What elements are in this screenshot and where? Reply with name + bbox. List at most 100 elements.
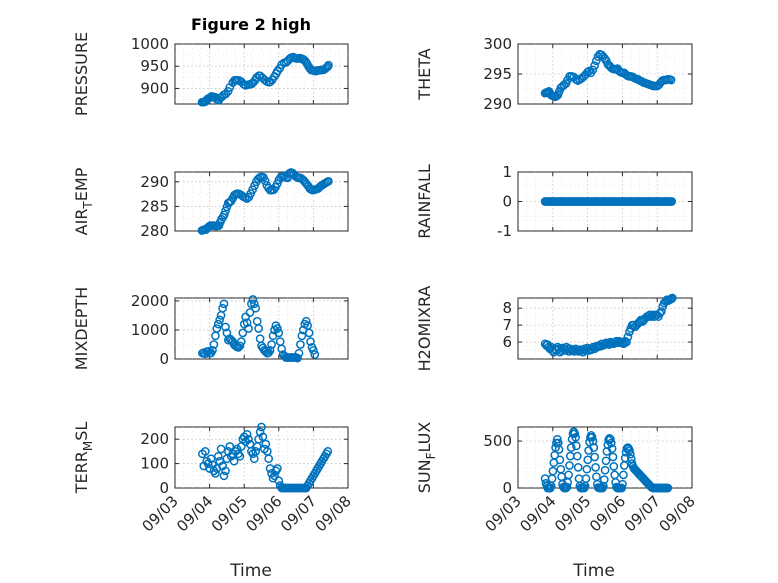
data-point xyxy=(625,446,634,455)
data-point xyxy=(609,462,619,471)
data-point xyxy=(241,312,250,322)
data-point xyxy=(564,470,573,480)
data-point xyxy=(247,299,256,309)
data-point xyxy=(274,476,284,486)
x-tick-label: 09/07 xyxy=(621,492,664,535)
data-point xyxy=(663,483,673,493)
data-point xyxy=(572,451,582,461)
data-point xyxy=(225,442,235,451)
y-tick-label: 0 xyxy=(502,193,512,211)
data-point xyxy=(297,331,307,341)
y-axis-label: TERRMSL xyxy=(72,422,95,495)
x-tick-label: 09/05 xyxy=(551,492,594,535)
y-axis-label: RAINFALL xyxy=(415,164,434,239)
data-point xyxy=(208,345,217,355)
data-point xyxy=(324,60,333,70)
y-axis-label: PRESSURE xyxy=(72,32,91,116)
data-point xyxy=(238,328,248,338)
data-point xyxy=(221,466,230,476)
y-tick-label: 285 xyxy=(140,197,169,215)
data-point xyxy=(561,483,571,493)
figure-title: Figure 2 high xyxy=(191,15,311,34)
y-axis-label: MIXDEPTH xyxy=(72,287,91,370)
data-point xyxy=(587,432,597,442)
data-point xyxy=(601,456,611,466)
y-tick-label: -1 xyxy=(497,222,512,240)
data-point xyxy=(270,471,279,481)
data-point xyxy=(581,474,591,483)
data-point xyxy=(229,456,239,466)
data-point xyxy=(244,324,253,333)
data-point xyxy=(306,337,315,346)
data-point xyxy=(573,463,583,472)
data-point xyxy=(583,67,592,77)
data-point xyxy=(324,176,333,186)
data-point xyxy=(211,469,220,478)
y-tick-label: 295 xyxy=(483,65,512,83)
data-point xyxy=(571,432,580,442)
data-point xyxy=(235,341,245,351)
x-tick-label: 09/05 xyxy=(208,492,251,535)
y-tick-label: 1000 xyxy=(131,321,169,339)
data-point xyxy=(323,447,333,456)
data-point xyxy=(617,483,627,493)
y-axis-label: SUNFLUX xyxy=(415,422,438,494)
y-tick-label: 7 xyxy=(502,316,512,334)
data-point xyxy=(622,337,631,347)
data-point xyxy=(251,447,261,456)
subplot-5: 0 1000 2000 MIXDEPTH xyxy=(72,287,349,370)
data-point xyxy=(244,434,253,444)
data-point xyxy=(209,340,219,349)
y-tick-label: 290 xyxy=(483,95,512,113)
data-point xyxy=(608,452,618,462)
data-point xyxy=(212,324,222,333)
y-tick-label: 6 xyxy=(502,333,512,351)
data-point xyxy=(582,464,592,474)
data-point xyxy=(562,482,572,492)
data-point xyxy=(293,353,302,363)
y-tick-label: 280 xyxy=(140,222,169,240)
y-tick-label: 900 xyxy=(140,79,169,97)
y-tick-label: 290 xyxy=(140,173,169,191)
y-tick-label: 100 xyxy=(140,455,169,473)
data-point xyxy=(590,452,600,462)
data-point xyxy=(236,337,246,346)
data-point xyxy=(273,324,282,333)
x-tick-label: 09/06 xyxy=(586,492,629,535)
x-tick-label: 09/04 xyxy=(516,492,559,535)
y-axis-label: H2OMIXRA xyxy=(415,286,434,372)
data-point xyxy=(232,444,242,454)
y-tick-label: 200 xyxy=(140,430,169,448)
data-point xyxy=(667,197,677,206)
data-point xyxy=(666,75,676,85)
data-point xyxy=(265,345,275,355)
y-tick-label: 0 xyxy=(159,350,169,368)
data-point xyxy=(200,447,210,456)
data-point xyxy=(213,319,223,329)
data-point xyxy=(277,344,287,354)
data-point xyxy=(206,454,216,464)
data-point xyxy=(570,429,580,438)
data-point xyxy=(260,176,270,186)
x-tick-label: 09/08 xyxy=(656,492,699,535)
y-tick-label: 0 xyxy=(502,479,512,497)
data-point xyxy=(264,454,274,464)
data-point xyxy=(213,451,223,461)
data-point xyxy=(667,293,677,303)
x-tick-label: 09/04 xyxy=(173,492,216,535)
data-point xyxy=(309,345,318,355)
data-point xyxy=(245,308,255,317)
x-tick-label: 09/03 xyxy=(482,492,525,535)
data-point xyxy=(600,465,610,475)
y-tick-label: 8 xyxy=(502,299,512,317)
x-tick-label: 09/07 xyxy=(277,492,320,535)
x-tick-label: 09/08 xyxy=(312,492,355,535)
data-point xyxy=(301,316,311,326)
data-point xyxy=(310,350,320,359)
data-point xyxy=(258,432,268,442)
data-point xyxy=(548,466,558,476)
data-point xyxy=(215,315,225,325)
data-point xyxy=(218,303,227,313)
data-point xyxy=(590,61,599,70)
data-point xyxy=(277,60,287,70)
